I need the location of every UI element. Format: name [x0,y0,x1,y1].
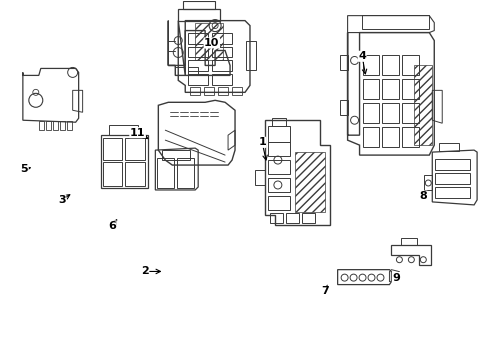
Bar [67,121,72,130]
Bar [295,152,325,212]
Bar [383,103,399,123]
Bar [439,143,459,151]
Bar [383,127,399,147]
Bar [188,67,198,75]
Bar [268,178,290,192]
Bar [162,150,190,160]
Bar [212,75,232,85]
Text: 5: 5 [21,164,28,174]
Bar [383,55,399,75]
Bar [383,80,399,99]
Bar [212,60,232,71]
Bar [188,75,208,85]
Bar [402,103,419,123]
Bar [402,55,419,75]
Bar [363,103,379,123]
Text: 4: 4 [358,51,366,61]
Text: 2: 2 [141,266,149,276]
Bar [268,126,290,142]
Text: 9: 9 [392,273,400,283]
Bar [286,213,299,223]
Bar [204,87,214,95]
Bar [102,138,122,160]
Text: 7: 7 [321,286,329,296]
Bar [125,138,146,160]
Bar [402,127,419,147]
Bar [435,173,470,184]
Bar [178,9,220,21]
Bar [363,80,379,99]
Bar [268,142,290,156]
Bar [212,32,232,44]
Bar [157,158,174,188]
Bar [190,87,200,95]
Bar [402,80,419,99]
Bar [195,23,223,60]
Bar [415,66,432,145]
Bar [60,121,65,130]
Text: 8: 8 [419,191,427,201]
Bar [363,127,379,147]
Bar [183,1,215,9]
Bar [39,121,44,130]
Bar [268,160,290,174]
Bar [270,213,283,223]
Bar [102,162,122,186]
Text: 10: 10 [204,38,220,48]
Bar [188,32,208,44]
Bar [53,121,58,130]
Text: 1: 1 [258,138,266,147]
Text: 11: 11 [130,128,146,138]
Bar [272,118,286,126]
Bar [435,187,470,198]
Bar [435,159,470,170]
Bar [188,60,208,71]
Bar [362,15,429,28]
Bar [363,55,379,75]
Text: 3: 3 [58,195,66,205]
Bar [212,46,232,58]
Bar [218,87,228,95]
Bar [188,46,208,58]
Bar [268,196,290,210]
Bar [175,67,185,75]
Bar [246,41,256,71]
Bar [177,158,194,188]
Text: 6: 6 [108,221,116,231]
Bar [108,125,138,135]
Bar [125,162,146,186]
Bar [232,87,242,95]
Bar [302,213,315,223]
Bar [46,121,51,130]
